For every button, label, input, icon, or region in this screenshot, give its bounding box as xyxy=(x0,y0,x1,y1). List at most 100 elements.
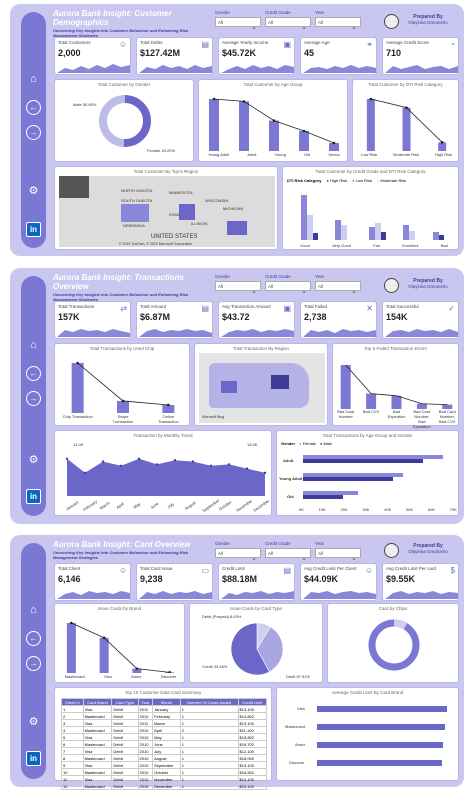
table-row[interactable]: 8 Mastercard Debit 2010 August 1 $18,000 xyxy=(61,754,268,762)
x-tick-label: June xyxy=(149,500,160,511)
age-gender-card: Total Transactions by Age Group and Gend… xyxy=(276,430,459,516)
chart-title: Total Customer by Gender xyxy=(97,82,151,87)
credit-grade-slicer[interactable]: Credit Grade All xyxy=(265,10,311,32)
kpi-label: Average Age xyxy=(304,40,330,45)
x-tick-label: Very Good xyxy=(332,243,351,248)
forward-icon[interactable]: → xyxy=(26,125,41,140)
home-icon[interactable]: ⌂ xyxy=(30,604,37,616)
table-cell: $13,100 xyxy=(237,761,268,769)
forward-icon[interactable]: → xyxy=(26,391,41,406)
slicer-value[interactable]: All xyxy=(265,281,311,296)
kpi-label: Avg Credit Limit Per card xyxy=(386,566,436,571)
back-icon[interactable]: ← xyxy=(26,100,41,115)
slicer-label: Year xyxy=(315,274,325,279)
kpi-label: Avg Credit Limit Per Client xyxy=(304,566,357,571)
slicer-value[interactable]: All xyxy=(215,17,261,32)
table-header-cell[interactable]: Credit Limit xyxy=(237,698,268,706)
kpi-value: $6.87M xyxy=(140,312,171,322)
table-cell: $13,100 xyxy=(237,705,268,713)
table-row[interactable]: 3 Visa Debit 2011 March 1 $13,100 xyxy=(61,719,268,727)
kpi-value: 45 xyxy=(304,48,315,58)
slicer-label: Year xyxy=(315,10,325,15)
legend-label: High Risk xyxy=(330,178,348,183)
credit-grade-slicer[interactable]: Credit Grade All xyxy=(265,541,311,563)
table-body: 1 Visa Debit 2011 January 1 $13,100 2 Mastercard… xyxy=(61,705,268,790)
dollar-icon: $ xyxy=(450,566,455,575)
table-row[interactable]: 12 Mastercard Debit 2010 December 1 $10,100 xyxy=(61,782,268,790)
table-header-cell[interactable]: Card Type xyxy=(111,698,139,706)
kpi-card: Avg Credit Limit Per card $ $9.55K xyxy=(382,563,459,601)
avatar xyxy=(384,543,399,558)
settings-icon[interactable]: ⚙ xyxy=(28,716,39,728)
x-tick-label: Good xyxy=(300,243,310,248)
slicer-value[interactable]: All xyxy=(315,548,361,563)
gender-slicer[interactable]: Gender All xyxy=(215,541,261,563)
trend-point xyxy=(440,141,444,144)
table-row[interactable]: 11 Visa Debit 2010 November 1 $10,100 xyxy=(61,775,268,783)
bar xyxy=(416,403,427,409)
table-row[interactable]: 10 Mastercard Debit 2010 October 1 $16,501 xyxy=(61,768,268,776)
year-slicer[interactable]: Year All xyxy=(315,541,361,563)
settings-icon[interactable]: ⚙ xyxy=(28,454,39,466)
table-cell: Visa xyxy=(82,775,113,783)
gender-slicer[interactable]: Gender All xyxy=(215,10,261,32)
credit-grade-slicer[interactable]: Credit Grade All xyxy=(265,274,311,296)
table-row[interactable]: 2 Mastercard Debit 2010 February 1 $14,802 xyxy=(61,712,268,720)
page-subtitle: Uncovering Key Insights into Customer Be… xyxy=(53,550,189,560)
slicer-value[interactable]: All xyxy=(315,17,361,32)
chart-title: Total Customer By Top 5 Region xyxy=(133,169,199,174)
gender-slicer[interactable]: Gender All xyxy=(215,274,261,296)
table-row[interactable]: 4 Mastercard Debit 2010 April 2 $11,100 xyxy=(61,726,268,734)
region-map[interactable]: NORTH DAKOTA SOUTH DAKOTA NEBRASKA MINNE… xyxy=(59,176,275,247)
table-row[interactable]: 6 Mastercard Debit 2010 June 1 $19,702 xyxy=(61,740,268,748)
back-icon[interactable]: ← xyxy=(26,631,41,646)
data-point xyxy=(119,464,123,467)
trend-point xyxy=(70,621,73,625)
slicer-value[interactable]: All xyxy=(315,281,361,296)
table-cell: 5 xyxy=(61,733,84,741)
linkedin-icon[interactable]: in xyxy=(26,489,41,504)
trend-point xyxy=(102,636,106,640)
table-cell: 1 xyxy=(179,754,239,762)
forward-icon[interactable]: → xyxy=(26,656,41,671)
prepared-by-label: Prepared By xyxy=(413,278,443,284)
prepared-by-label: Prepared By xyxy=(413,543,443,549)
table-row[interactable]: 9 Visa Debit 2010 September 1 $13,100 xyxy=(61,761,268,769)
slicer-value[interactable]: All xyxy=(215,281,261,296)
kpi-label: Average Credit Score xyxy=(386,40,429,45)
bar xyxy=(375,223,381,240)
table-row[interactable]: 5 Visa Debit 2010 May 1 $15,802 xyxy=(61,733,268,741)
users-icon: ☺ xyxy=(118,40,127,49)
slicer-value[interactable]: All xyxy=(265,548,311,563)
data-point xyxy=(191,460,195,463)
transaction-map[interactable]: Microsoft Bing xyxy=(199,353,325,423)
author-name: Olayinka Omotosho xyxy=(408,284,448,289)
back-icon[interactable]: ← xyxy=(26,366,41,381)
linkedin-icon[interactable]: in xyxy=(26,751,41,766)
linkedin-icon[interactable]: in xyxy=(26,222,41,237)
slicer-value[interactable]: All xyxy=(215,548,261,563)
nav-rail: ⌂ ← → ⚙ in xyxy=(21,12,46,248)
home-icon[interactable]: ⌂ xyxy=(30,339,37,351)
table-cell: $19,702 xyxy=(237,740,268,748)
nav-rail: ⌂ ← → ⚙ in xyxy=(21,543,46,779)
table-header-cell[interactable]: Month xyxy=(152,698,181,706)
y-tick-label: Adult xyxy=(283,458,294,463)
settings-icon[interactable]: ⚙ xyxy=(28,185,39,197)
table-header-cell[interactable]: Card Brand xyxy=(82,698,113,706)
transaction-map-card: Total Transaction By Region Microsoft Bi… xyxy=(194,343,328,426)
y-tick-label: Visa xyxy=(297,706,305,711)
year-slicer[interactable]: Year All xyxy=(315,10,361,32)
year-slicer[interactable]: Year All xyxy=(315,274,361,296)
table-header-cell[interactable]: Year xyxy=(137,698,154,706)
slicer-value[interactable]: All xyxy=(265,17,311,32)
home-icon[interactable]: ⌂ xyxy=(30,73,37,85)
age-group-card: Total Customer by Age Group Young Adult A… xyxy=(198,79,348,162)
kpi-sparkline xyxy=(385,591,458,599)
table-header-cell[interactable]: Client Id xyxy=(61,698,84,706)
data-point xyxy=(83,471,87,474)
table-row[interactable]: 1 Visa Debit 2011 January 1 $13,100 xyxy=(61,705,268,713)
table-cell: 1 xyxy=(179,782,239,790)
table-header-cell[interactable]: Number Of Cards Issued xyxy=(179,698,239,706)
table-row[interactable]: 7 Visa Debit 2010 July 1 $12,100 xyxy=(61,747,268,755)
